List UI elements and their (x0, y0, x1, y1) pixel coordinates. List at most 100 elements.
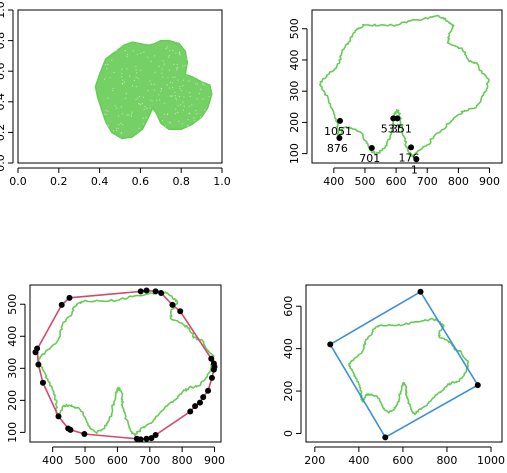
scatter-point (196, 51, 198, 53)
panel-top-right: 400 500 600 700 800 900 100 200 300 400 500 1051 876… (288, 9, 503, 188)
scatter-point (176, 69, 178, 71)
scatter-point (121, 83, 124, 85)
x-tick-label: 0.0 (9, 175, 27, 188)
scatter-point (139, 95, 141, 98)
scatter-point (163, 102, 165, 104)
scatter-point (179, 51, 181, 53)
x-tick-label: 400 (348, 454, 369, 467)
scatter-point (155, 119, 157, 121)
point-label: 351 (391, 122, 412, 135)
hull-vertex (210, 360, 217, 367)
scatter-point (160, 88, 163, 90)
scatter-point (183, 48, 186, 50)
scatter-point (100, 112, 102, 114)
hull-vertex (143, 287, 150, 294)
scatter-point (168, 56, 170, 58)
scatter-point (187, 45, 190, 47)
scatter-point (172, 50, 174, 52)
scatter-point (138, 127, 140, 129)
scatter-point (154, 112, 156, 114)
scatter-point (102, 119, 104, 121)
scatter-point (99, 134, 101, 136)
scatter-point (179, 85, 181, 88)
scatter-point (186, 133, 188, 135)
scatter-point (129, 75, 131, 77)
scatter-point (178, 120, 180, 122)
scatter-point (194, 119, 196, 122)
scatter-point (133, 79, 136, 81)
scatter-point (208, 127, 210, 130)
scatter-point (143, 108, 145, 111)
hull-vertex (137, 436, 144, 443)
boundary-line (37, 290, 215, 437)
scatter-point (164, 125, 167, 127)
scatter-point (168, 121, 170, 123)
box-corner (327, 341, 334, 348)
scatter-point (161, 120, 164, 122)
scatter-point (105, 130, 107, 132)
scatter-point (169, 95, 172, 97)
scatter-point (194, 62, 196, 64)
scatter-point (121, 112, 124, 115)
scatter-point (161, 68, 163, 70)
scatter-point (198, 130, 200, 132)
scatter-point (143, 51, 145, 53)
scatter-point (106, 68, 108, 70)
scatter-point (124, 50, 127, 52)
scatter-point (174, 76, 176, 78)
scatter-point (122, 79, 124, 81)
scatter-point (200, 71, 202, 73)
scatter-point (183, 96, 185, 98)
scatter-point (188, 80, 190, 82)
point-label: 701 (359, 152, 380, 165)
scatter-point (103, 78, 106, 80)
labeled-point (394, 115, 401, 122)
scatter-point (147, 90, 149, 92)
x-tick-label: 800 (436, 454, 457, 467)
scatter-point (166, 84, 168, 86)
hull-vertex (187, 408, 194, 415)
scatter-point (107, 110, 109, 113)
labeled-point (413, 156, 420, 163)
labeled-point (368, 145, 375, 152)
y-tick-label: 200 (282, 381, 295, 402)
scatter-point (177, 79, 179, 81)
scatter-point (103, 113, 105, 115)
scatter-point (199, 61, 202, 63)
x-tick-label: 400 (323, 175, 344, 188)
x-tick-label: 900 (204, 454, 225, 467)
scatter-point (189, 60, 191, 62)
scatter-point (192, 74, 194, 76)
hull-vertex (137, 288, 144, 295)
scatter-point (208, 47, 210, 49)
scatter-point (168, 87, 171, 89)
scatter-point (166, 113, 169, 115)
point-label: 876 (327, 142, 348, 155)
scatter-point (142, 117, 144, 119)
scatter-point (126, 53, 129, 56)
scatter-point (135, 86, 137, 88)
scatter-point (178, 96, 181, 98)
hull-vertex (81, 430, 88, 437)
hull-vertex (67, 426, 74, 433)
y-tick-label: 0.8 (0, 32, 7, 50)
scatter-point (130, 115, 133, 117)
scatter-point (183, 46, 186, 48)
scatter-point (195, 75, 197, 77)
point-label: 1051 (324, 125, 352, 138)
hull-vertex (148, 435, 155, 442)
hull-vertex (192, 403, 199, 410)
box-corner (382, 434, 389, 441)
scatter-point (203, 70, 205, 72)
scatter-point (186, 54, 188, 56)
labeled-point (336, 135, 343, 142)
scatter-point (153, 89, 155, 91)
scatter-point (121, 76, 123, 78)
scatter-point (181, 123, 183, 125)
y-tick-label: 400 (282, 338, 295, 359)
y-tick-label: 100 (288, 143, 301, 164)
scatter-point (103, 122, 105, 124)
scatter-point (112, 87, 114, 89)
scatter-point (124, 97, 127, 99)
scatter-point (198, 59, 200, 61)
